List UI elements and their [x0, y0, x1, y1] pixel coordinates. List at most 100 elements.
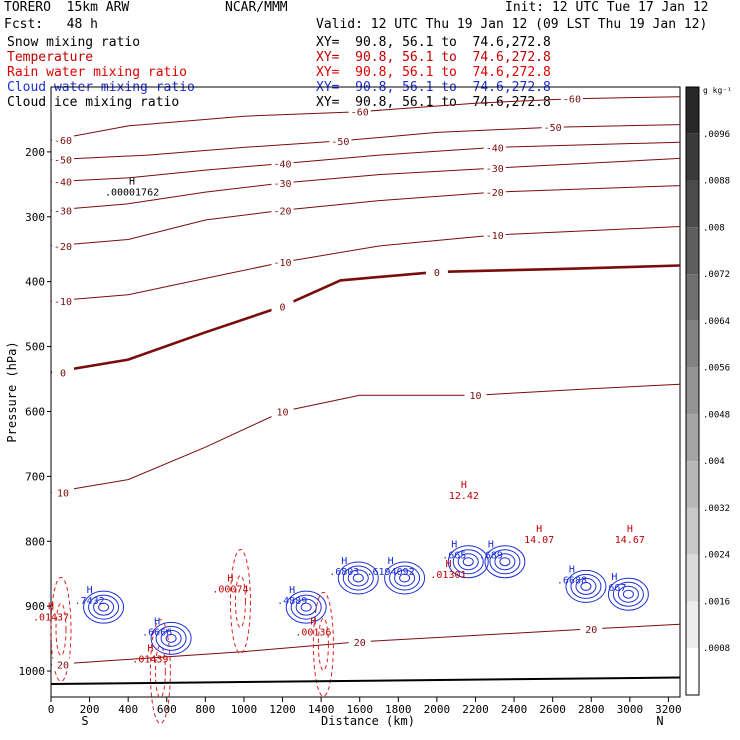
temperature-label: -40 — [274, 160, 292, 171]
field-cloud-ice: Cloud ice mixing ratio — [7, 95, 180, 110]
cloud-water-contour — [457, 553, 479, 571]
colorbar-label: .0064 — [703, 317, 730, 327]
cloud-water-contour — [285, 590, 327, 624]
temperature-label: -10 — [54, 297, 72, 308]
cloud-water-contour — [337, 561, 379, 595]
x-tick-label: 200 — [80, 703, 100, 716]
rain-contour — [55, 602, 67, 656]
cloud-water-contour — [352, 573, 364, 583]
temperature-label: -20 — [274, 206, 292, 217]
colorbar-segment — [686, 507, 699, 555]
cloud-water-maximum-label: .7432 — [75, 596, 105, 607]
temperature-label: -30 — [274, 179, 292, 190]
x-tick-label: 800 — [195, 703, 215, 716]
temperature-label: 10 — [469, 391, 481, 402]
y-tick-label: 800 — [25, 535, 45, 548]
temperature-label-bg — [464, 389, 487, 402]
cloud-water-maximum-marker: H — [341, 556, 347, 567]
temperature-label: -30 — [486, 164, 504, 175]
rain-maximum-marker: H — [227, 573, 233, 584]
cloud-water-contour — [98, 602, 110, 612]
temperature-label-bg — [271, 300, 294, 313]
cloud-water-maximum-label: .667 — [602, 583, 626, 594]
colorbar-segment — [686, 367, 699, 415]
temperature-label: 20 — [57, 661, 69, 672]
colorbar-frame — [685, 86, 700, 696]
y-tick-label: 1000 — [19, 665, 46, 678]
temperature-label-bg — [271, 157, 294, 170]
colorbar-label: .0088 — [703, 177, 730, 187]
temperature-contour — [50, 157, 681, 211]
colorbar-segment — [686, 320, 699, 368]
snow-maximum-marker: H — [129, 176, 135, 187]
rain-maximum-label: .01437 — [33, 612, 69, 623]
x-tick-label: 2200 — [462, 703, 489, 716]
cloud-water-maximum-label: .4889 — [277, 596, 307, 607]
colorbar-label: .008 — [703, 223, 725, 233]
rain-maximum-marker: H — [536, 524, 542, 535]
cloud-water-contour — [389, 565, 421, 591]
cloud-water-contour — [607, 577, 649, 611]
cloud-water-maximum-label: .6194092 — [366, 567, 414, 578]
temperature-label-bg — [271, 405, 294, 418]
x-tick-label: 1800 — [385, 703, 412, 716]
cloud-water-contour — [347, 569, 369, 587]
temperature-label: -20 — [54, 242, 72, 253]
temperature-label-bg — [271, 177, 294, 190]
cloud-water-contour — [565, 569, 607, 603]
temperature-label-bg — [52, 658, 74, 671]
rain-contours — [50, 548, 334, 725]
x-tick-label: 1200 — [269, 703, 296, 716]
temperature-label: -60 — [563, 95, 581, 106]
cloud-water-contour — [300, 602, 312, 612]
cloud-water-contour — [494, 553, 516, 571]
ground-line — [50, 676, 681, 686]
x-tick-label: 2600 — [539, 703, 566, 716]
cloud-water-contour — [93, 598, 115, 616]
cloud-water-maximum-marker: H — [488, 540, 494, 551]
temperature-label-bg — [271, 256, 294, 269]
organization: NCAR/MMM — [225, 0, 288, 15]
x-tick-label: 2400 — [501, 703, 528, 716]
temperature-label-bg — [52, 239, 74, 252]
cloud-water-contour — [399, 573, 411, 583]
rain-contour — [317, 617, 329, 671]
rain-contour — [312, 591, 334, 697]
temperature-label-bg — [483, 228, 506, 241]
x-axis-title: Distance (km) — [321, 714, 415, 728]
temperature-label: 20 — [354, 638, 366, 649]
colorbar-label: .0024 — [703, 551, 730, 561]
cloud-water-contour — [622, 589, 634, 599]
temperature-label-bg — [560, 92, 583, 105]
cloud-water-contour — [617, 585, 639, 603]
x-tick-label: 1000 — [231, 703, 258, 716]
cloud-water-contour — [165, 633, 177, 643]
x-tick-label: 2800 — [578, 703, 605, 716]
colorbar-label: .0072 — [703, 270, 730, 280]
x-tick-label: 400 — [118, 703, 138, 716]
temperature-label: 10 — [277, 407, 289, 418]
colorbar-label: .0008 — [703, 644, 730, 654]
y-tick-label: 200 — [25, 146, 45, 159]
y-tick-label: 700 — [25, 470, 45, 483]
temperature-label: -50 — [544, 123, 562, 134]
cloud-water-contour — [612, 581, 644, 607]
cloud-water-maximum-marker: H — [611, 572, 617, 583]
cloud-water-contour — [384, 561, 426, 595]
cloud-water-maximum-marker: H — [289, 585, 295, 596]
x-tick-label: 0 — [48, 703, 55, 716]
cloud-water-maximum-label: .689 — [479, 551, 503, 562]
colorbar-segment — [686, 554, 699, 602]
y-tick-label: 900 — [25, 600, 45, 613]
temperature-label-bg — [52, 153, 74, 166]
cloud-water-contour — [580, 581, 592, 591]
temperature-label-bg — [52, 366, 74, 379]
temperature-label: -30 — [54, 206, 72, 217]
y-tick-label: 300 — [25, 211, 45, 224]
snow-maximum-label: .00001762 — [105, 187, 159, 198]
x-tick-label: 3200 — [655, 703, 682, 716]
cloud-water-contour — [88, 594, 120, 620]
cloud-water-maximum-marker: H — [388, 556, 394, 567]
temperature-label: 0 — [280, 302, 286, 313]
field-temperature: Temperature — [7, 50, 94, 65]
